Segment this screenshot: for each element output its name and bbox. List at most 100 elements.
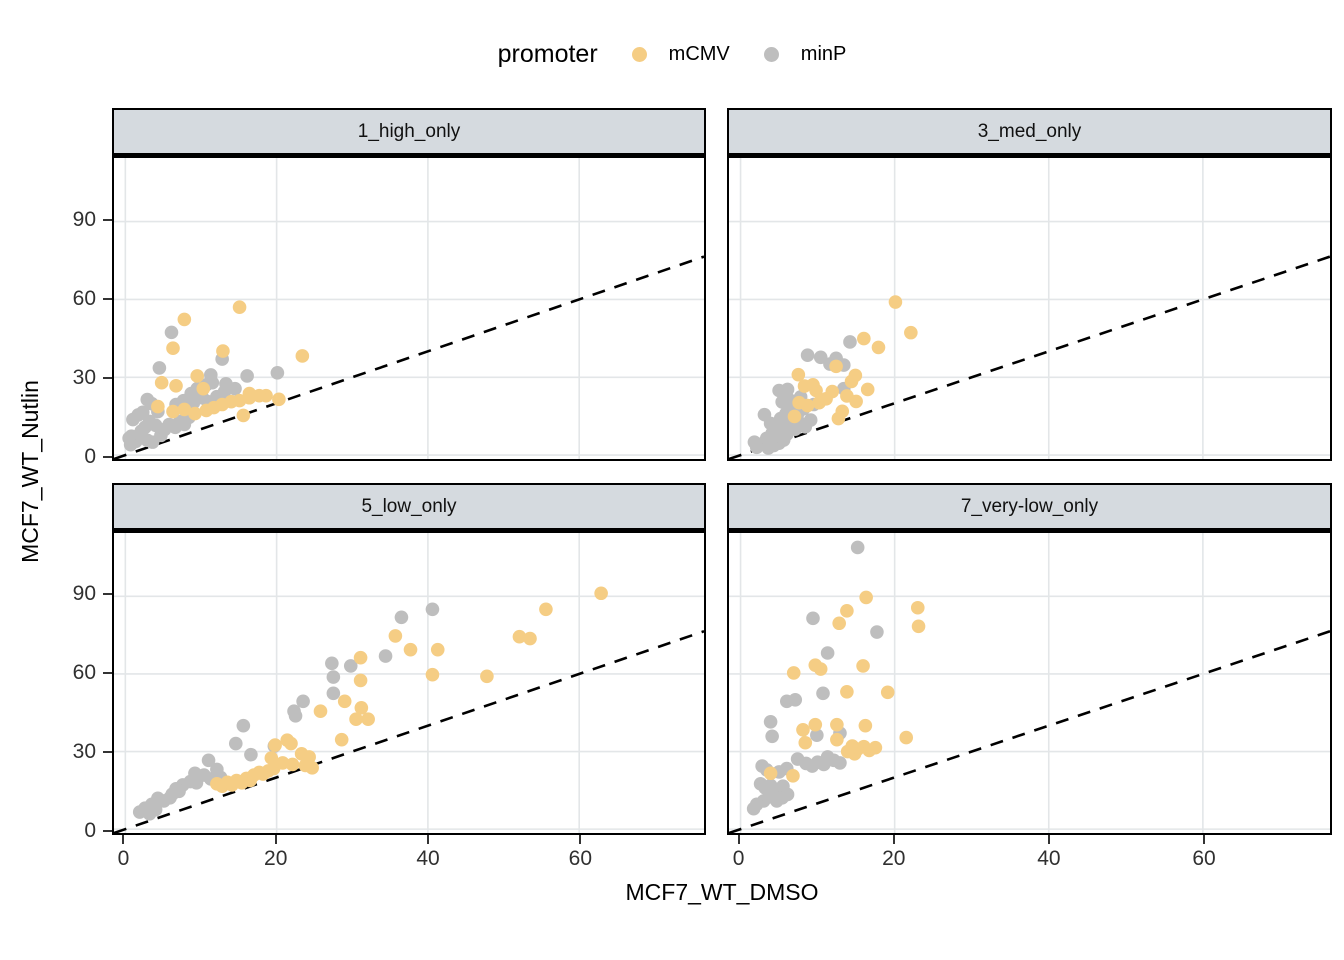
data-point <box>349 712 363 727</box>
data-point <box>786 666 801 680</box>
scatter-panel-1-high-only <box>112 155 706 461</box>
data-point <box>272 392 286 407</box>
x-tick-mark <box>122 835 125 844</box>
data-point <box>813 662 828 676</box>
data-point <box>833 756 847 770</box>
data-point <box>123 437 138 452</box>
data-point <box>353 650 368 665</box>
data-point <box>216 344 230 358</box>
y-tick-label: 30 <box>72 365 96 389</box>
y-tick-label: 30 <box>72 740 96 764</box>
data-point <box>849 394 863 409</box>
y-axis-ticks-top: 0 30 60 90 <box>52 155 112 468</box>
data-point <box>594 586 608 601</box>
data-point <box>201 753 216 768</box>
data-point <box>832 616 846 631</box>
y-tick-label: 0 <box>84 819 96 843</box>
data-point <box>166 404 180 419</box>
data-point <box>284 736 298 751</box>
data-point <box>819 392 833 406</box>
points-mCMV <box>763 590 926 783</box>
data-point <box>765 729 779 744</box>
data-point <box>780 787 795 802</box>
data-point <box>763 766 778 781</box>
data-point <box>859 590 873 605</box>
data-point <box>888 295 903 309</box>
x-tick-label: 0 <box>117 847 130 870</box>
x-tick-mark <box>274 835 277 844</box>
minp-dot-icon <box>763 46 779 62</box>
legend: promoter mCMV minP <box>0 0 1344 108</box>
x-tick-mark <box>1203 835 1206 844</box>
data-point <box>809 383 823 398</box>
data-point <box>747 435 762 449</box>
legend-label-mcmv: mCMV <box>668 42 730 65</box>
data-point <box>326 670 341 684</box>
points-minP <box>132 602 440 821</box>
data-point <box>190 369 205 383</box>
data-point <box>361 712 375 727</box>
data-point <box>354 701 369 715</box>
x-tick-label: 0 <box>732 847 745 870</box>
scatter-svg <box>114 158 704 459</box>
data-point <box>871 340 886 355</box>
data-point <box>800 348 815 363</box>
x-axis-ticks-right: 0 20 40 60 <box>727 835 1332 873</box>
data-point <box>539 602 553 617</box>
x-tick-mark <box>892 835 895 844</box>
data-point <box>228 736 243 751</box>
x-tick-mark <box>427 835 430 844</box>
data-point <box>911 619 926 634</box>
data-point <box>152 361 167 375</box>
data-point <box>830 732 844 747</box>
data-point <box>430 642 445 657</box>
data-point <box>135 405 150 420</box>
legend-label-minp: minP <box>800 42 847 65</box>
legend-title: promoter <box>497 39 598 68</box>
data-point <box>244 747 258 762</box>
data-point <box>808 717 823 732</box>
data-point <box>858 718 873 733</box>
data-point <box>860 382 875 397</box>
data-point <box>870 625 884 639</box>
x-tick-label: 60 <box>1192 847 1216 870</box>
data-point <box>154 375 169 390</box>
facet-strip-1-high-only: 1_high_only <box>112 108 706 155</box>
data-point <box>766 438 781 453</box>
data-point <box>904 325 918 340</box>
data-point <box>151 399 165 414</box>
data-point <box>856 659 870 673</box>
data-point <box>829 359 843 374</box>
data-point <box>523 631 537 646</box>
x-tick-label: 20 <box>264 847 288 870</box>
y-tick-label: 0 <box>84 445 96 469</box>
data-point <box>831 411 846 426</box>
x-tick-mark <box>1047 835 1050 844</box>
y-axis-ticks-bottom: 0 30 60 90 <box>52 530 112 842</box>
data-point <box>285 757 300 772</box>
data-point <box>337 694 352 709</box>
mcmv-dot-icon <box>631 46 647 62</box>
data-point <box>787 409 802 424</box>
data-point <box>295 349 310 363</box>
data-point <box>910 600 925 615</box>
data-point <box>236 718 251 733</box>
y-tick-label: 90 <box>72 207 96 231</box>
facet-strip-7-very-low-only: 7_very-low_only <box>727 483 1332 530</box>
y-tick-mark <box>103 297 112 300</box>
data-point <box>326 686 341 701</box>
data-point <box>763 714 778 729</box>
data-point <box>776 433 791 447</box>
x-tick-mark <box>579 835 582 844</box>
data-point <box>843 335 857 349</box>
data-point <box>425 602 440 617</box>
y-tick-mark <box>103 830 112 833</box>
data-point <box>899 730 914 745</box>
data-point <box>334 732 349 747</box>
data-point <box>189 776 204 790</box>
data-point <box>268 738 282 752</box>
x-tick-label: 40 <box>416 847 440 870</box>
points-mCMV <box>787 295 918 426</box>
y-tick-label: 60 <box>72 286 96 310</box>
data-point <box>394 610 409 625</box>
